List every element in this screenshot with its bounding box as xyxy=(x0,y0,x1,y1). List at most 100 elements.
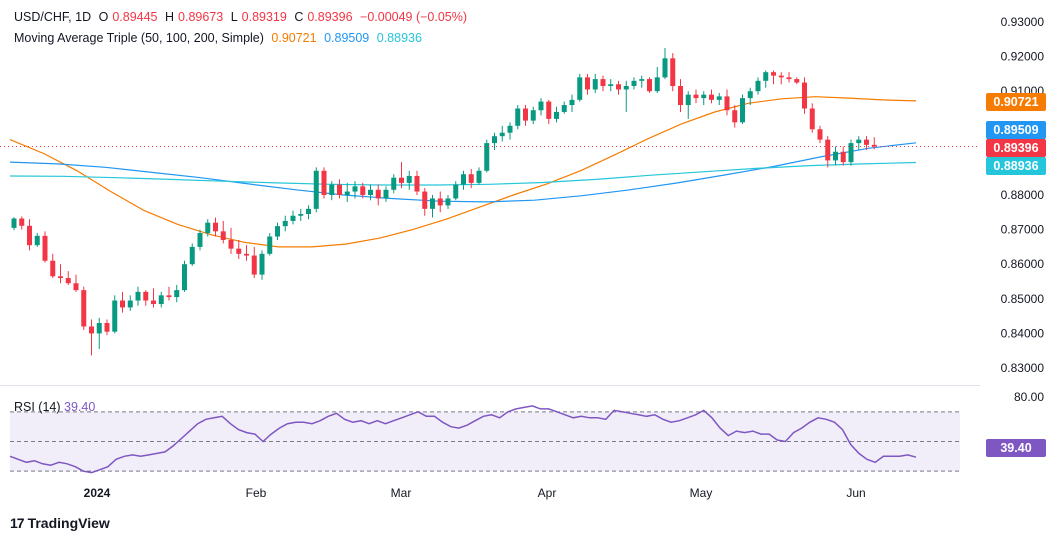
candle-body xyxy=(794,79,800,83)
close-label: C xyxy=(294,10,304,24)
candle xyxy=(298,208,304,221)
candle xyxy=(422,188,428,216)
candle xyxy=(654,66,660,93)
candle-body xyxy=(244,253,249,256)
candle xyxy=(344,182,350,202)
rsi-title[interactable]: RSI (14) xyxy=(14,400,61,414)
candle xyxy=(104,319,110,336)
candle-body xyxy=(507,125,513,133)
candle xyxy=(840,146,846,166)
candle-body xyxy=(27,225,32,246)
candle-body xyxy=(151,300,156,304)
candle xyxy=(437,191,443,213)
candle xyxy=(794,77,800,85)
candle-body xyxy=(554,111,559,119)
candle-body xyxy=(747,91,753,99)
candle-body xyxy=(445,198,451,206)
candle xyxy=(290,210,296,225)
candle xyxy=(492,132,497,151)
candle xyxy=(360,182,366,199)
candle-body xyxy=(127,300,133,308)
candle xyxy=(802,77,807,114)
candle xyxy=(236,239,242,260)
candle-body xyxy=(251,255,257,275)
candle xyxy=(244,245,249,261)
price-axis: 0.930000.920000.910000.900000.890000.880… xyxy=(1001,15,1045,375)
candle-body xyxy=(515,108,521,126)
candle xyxy=(445,195,451,209)
candle-body xyxy=(112,300,118,332)
brand-name: TradingView xyxy=(27,515,110,531)
ma-title[interactable]: Moving Average Triple (50, 100, 200, Sim… xyxy=(14,31,264,45)
candle xyxy=(42,231,48,263)
candle-body xyxy=(104,323,110,332)
candle-body xyxy=(174,290,180,298)
candle-body xyxy=(329,184,335,195)
candle-body xyxy=(631,80,637,87)
candle-body xyxy=(546,101,552,119)
candle xyxy=(546,99,552,125)
candle-body xyxy=(143,291,149,301)
candle-body xyxy=(453,184,459,199)
candle-body xyxy=(220,231,226,240)
candle-body xyxy=(864,139,869,145)
candle xyxy=(499,125,505,142)
candle xyxy=(89,319,94,356)
price-tick-label: 0.87000 xyxy=(1001,223,1045,237)
candle xyxy=(58,264,63,284)
candle xyxy=(189,243,195,266)
candle xyxy=(600,75,606,92)
candle xyxy=(251,246,257,279)
candle-body xyxy=(685,94,691,106)
close-value: 0.89396 xyxy=(307,10,353,24)
candle-body xyxy=(468,174,474,183)
candle xyxy=(848,139,854,166)
open-value: 0.89445 xyxy=(112,10,158,24)
price-tick-label: 0.93000 xyxy=(1001,15,1045,29)
candle-body xyxy=(11,218,17,228)
candle-body xyxy=(608,84,614,87)
candle-body xyxy=(538,101,544,111)
tradingview-logo[interactable]: 17 TradingView xyxy=(10,515,110,531)
candle-body xyxy=(577,77,583,100)
candle xyxy=(11,217,17,231)
candle xyxy=(73,274,79,292)
ma-legend: Moving Average Triple (50, 100, 200, Sim… xyxy=(14,31,426,45)
candle xyxy=(817,125,823,144)
high-label: H xyxy=(164,10,175,24)
candle-body xyxy=(592,79,598,90)
price-tick-label: 0.92000 xyxy=(1001,50,1045,64)
candle-body xyxy=(422,191,428,209)
candle-body xyxy=(96,323,102,334)
candle-body xyxy=(58,276,63,279)
price-tick-label: 0.83000 xyxy=(1001,361,1045,375)
candle-body xyxy=(833,151,838,161)
candle-body xyxy=(197,233,203,247)
candle xyxy=(647,77,652,93)
candle xyxy=(220,220,226,244)
candle xyxy=(561,101,567,114)
candle xyxy=(670,53,676,92)
candle-body xyxy=(368,189,373,195)
candle xyxy=(453,181,459,201)
candle xyxy=(639,75,645,88)
time-tick-label: Jun xyxy=(846,486,865,500)
candle-body xyxy=(290,215,296,221)
candle-body xyxy=(399,177,404,183)
candle xyxy=(871,137,877,150)
candle xyxy=(577,73,583,102)
candle-body xyxy=(569,99,575,106)
candle-body xyxy=(530,110,536,121)
candle-body xyxy=(73,283,79,291)
low-label: L xyxy=(230,10,238,24)
candle xyxy=(608,79,614,92)
candle xyxy=(693,89,699,104)
rsi-value: 39.40 xyxy=(64,400,96,414)
candle-body xyxy=(585,77,590,90)
candle xyxy=(825,136,831,168)
symbol-label[interactable]: USD/CHF, 1D xyxy=(14,10,92,24)
candle xyxy=(515,105,521,130)
candle xyxy=(740,94,745,125)
candle-body xyxy=(523,108,528,121)
candle-body xyxy=(499,132,505,137)
